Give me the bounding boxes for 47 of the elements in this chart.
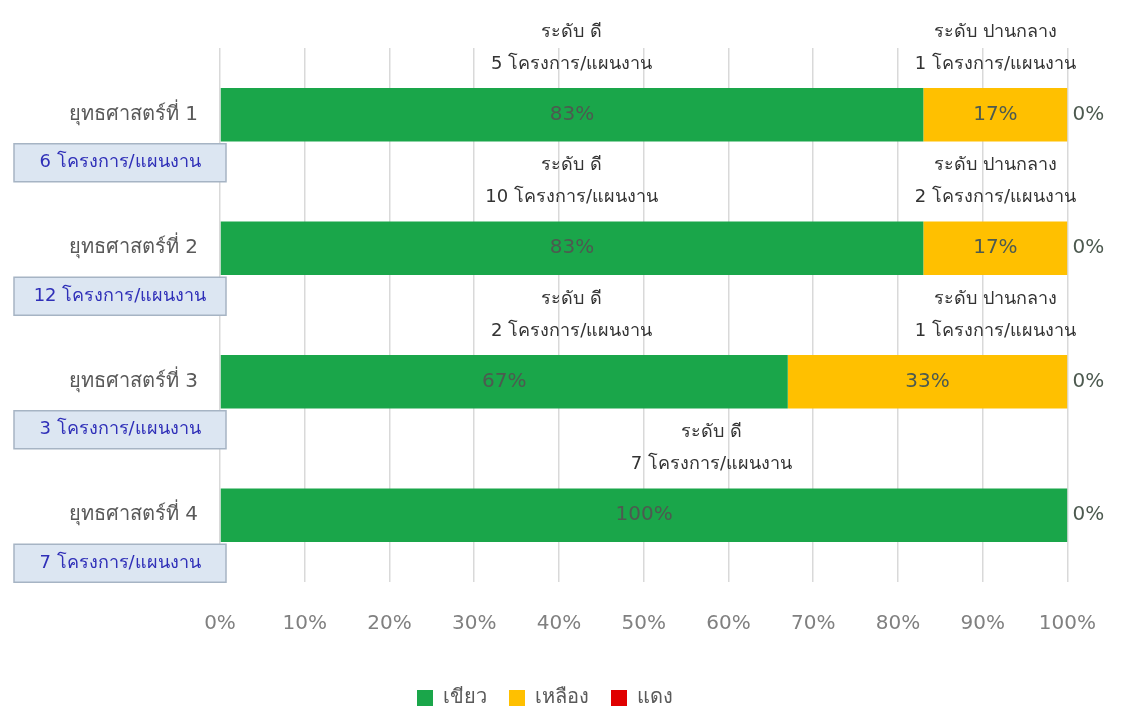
annotation: ระดับ ดี 10 โครงการ/แผนงาน xyxy=(485,153,659,207)
x-tick-label: 90% xyxy=(960,610,1005,635)
data-label: 83% xyxy=(549,100,595,125)
annotation: ระดับ ดี 5 โครงการ/แผนงาน xyxy=(491,19,653,73)
data-label: 0% xyxy=(1072,501,1105,526)
legend-label: เหลือง xyxy=(535,684,589,709)
data-label: 0% xyxy=(1072,234,1105,259)
x-tick-label: 80% xyxy=(875,610,921,635)
annotation: ระดับ ปานกลาง 1 โครงการ/แผนงาน xyxy=(914,19,1077,73)
x-tick-label: 50% xyxy=(621,610,666,635)
x-tick-label: 30% xyxy=(452,610,497,635)
bar xyxy=(923,221,1068,275)
annotation: ระดับ ดี 2 โครงการ/แผนงาน xyxy=(491,286,653,340)
bar xyxy=(220,488,1068,542)
bar xyxy=(923,88,1068,142)
x-tick-label: 100% xyxy=(1038,610,1096,635)
data-label: 67% xyxy=(482,367,527,392)
bar xyxy=(220,88,924,142)
y-tick-label: ยุทธศาสตร์ที่ 2 xyxy=(68,232,198,260)
y-tick-label: ยุทธศาสตร์ที่ 4 xyxy=(68,499,198,527)
y-tick-label: ยุทธศาสตร์ที่ 1 xyxy=(68,98,198,126)
data-label: 17% xyxy=(973,100,1018,125)
text: 6 โครงการ/แผนงาน xyxy=(39,150,201,172)
text: 3 โครงการ/แผนงาน xyxy=(39,417,201,439)
annotation: ระดับ ดี 7 โครงการ/แผนงาน xyxy=(630,420,793,474)
annotation: ระดับ ปานกลาง 1 โครงการ/แผนงาน xyxy=(914,286,1077,340)
x-tick-label: 0% xyxy=(204,610,236,635)
data-label: 0% xyxy=(1072,100,1105,125)
data-label: 100% xyxy=(615,501,673,526)
legend-label: เขียว xyxy=(443,684,487,709)
data-label: 17% xyxy=(973,234,1018,259)
bar xyxy=(220,355,788,409)
x-tick-label: 10% xyxy=(282,610,327,635)
x-tick-label: 40% xyxy=(536,610,582,635)
annotation: ระดับ ปานกลาง 2 โครงการ/แผนงาน xyxy=(914,153,1077,207)
y-tick-label: ยุทธศาสตร์ที่ 3 xyxy=(68,365,198,393)
bar xyxy=(787,355,1068,409)
text: 7 โครงการ/แผนงาน xyxy=(39,550,201,572)
x-tick-label: 20% xyxy=(367,610,412,635)
x-tick-label: 60% xyxy=(706,610,751,635)
x-tick-label: 70% xyxy=(790,610,836,635)
data-label: 33% xyxy=(905,367,950,392)
data-label: 83% xyxy=(549,234,595,259)
text: 12 โครงการ/แผนงาน xyxy=(33,283,207,305)
legend-label: แดง xyxy=(637,684,673,709)
data-label: 0% xyxy=(1072,367,1105,392)
bar xyxy=(220,221,924,275)
